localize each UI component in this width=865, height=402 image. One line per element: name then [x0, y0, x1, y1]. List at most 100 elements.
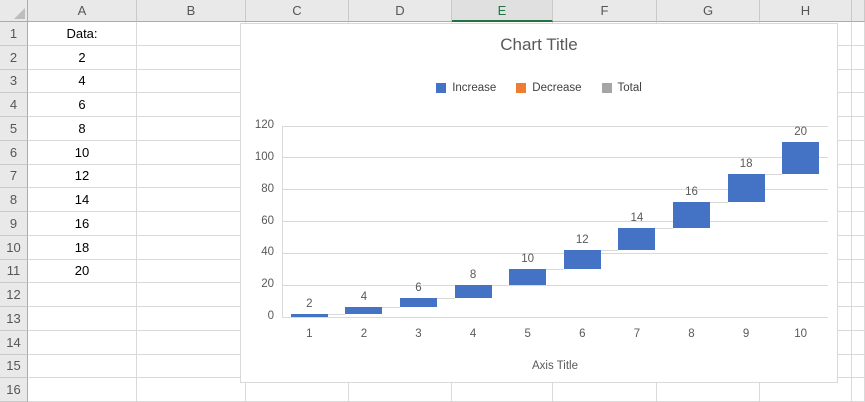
waterfall-connector	[655, 227, 673, 229]
waterfall-bar-2[interactable]	[345, 307, 383, 314]
row-header-8[interactable]: 8	[0, 188, 28, 212]
column-header-B[interactable]: B	[137, 0, 246, 22]
cell-partial16[interactable]	[852, 378, 865, 402]
cell-A14[interactable]	[28, 330, 137, 355]
cell-A10[interactable]: 18	[28, 235, 137, 260]
cell-partial11[interactable]	[852, 259, 865, 284]
cell-partial5[interactable]	[852, 117, 865, 141]
cell-B9[interactable]	[137, 212, 246, 236]
cell-B16[interactable]	[137, 378, 246, 402]
waterfall-bar-3[interactable]	[400, 297, 437, 308]
row-header-3[interactable]: 3	[0, 69, 28, 94]
cell-B7[interactable]	[137, 164, 246, 189]
cell-A7[interactable]: 12	[28, 164, 137, 189]
column-header-A[interactable]: A	[28, 0, 137, 22]
x-tick-label: 3	[415, 328, 422, 340]
cell-A3[interactable]: 4	[28, 69, 137, 94]
legend-item-decrease[interactable]: Decrease	[516, 82, 582, 94]
waterfall-bar-7[interactable]	[618, 227, 656, 251]
chart-title[interactable]: Chart Title	[500, 35, 578, 54]
gridline-y100	[282, 157, 828, 159]
legend-marker-decrease-icon	[516, 83, 527, 93]
cell-B12[interactable]	[137, 283, 246, 307]
cell-A1[interactable]: Data:	[28, 22, 137, 46]
cell-B13[interactable]	[137, 307, 246, 331]
cell-B3[interactable]	[137, 69, 246, 94]
cell-B4[interactable]	[137, 93, 246, 117]
cell-A16[interactable]	[28, 378, 137, 402]
cell-partial15[interactable]	[852, 354, 865, 379]
cell-partial10[interactable]	[852, 235, 865, 260]
legend-item-total[interactable]: Total	[601, 82, 642, 94]
row-header-14[interactable]: 14	[0, 330, 28, 355]
bar-data-label: 18	[739, 157, 753, 170]
row-header-12[interactable]: 12	[0, 283, 28, 307]
waterfall-bar-4[interactable]	[454, 285, 492, 298]
row-header-11[interactable]: 11	[0, 259, 28, 284]
row-header-5[interactable]: 5	[0, 117, 28, 141]
waterfall-bar-5[interactable]	[509, 269, 547, 286]
waterfall-bar-9[interactable]	[727, 173, 765, 203]
column-header-C[interactable]: C	[246, 0, 349, 22]
waterfall-connector	[437, 297, 455, 299]
cell-A13[interactable]	[28, 307, 137, 331]
cell-partial1[interactable]	[852, 22, 865, 46]
row-header-15[interactable]: 15	[0, 354, 28, 379]
y-tick-label: 80	[261, 182, 274, 195]
cell-A5[interactable]: 8	[28, 117, 137, 141]
column-header-D[interactable]: D	[349, 0, 452, 22]
cell-A4[interactable]: 6	[28, 93, 137, 117]
cell-B1[interactable]	[137, 22, 246, 46]
cell-partial8[interactable]	[852, 188, 865, 212]
cell-partial7[interactable]	[852, 164, 865, 189]
cell-partial3[interactable]	[852, 69, 865, 94]
bar-data-label: 2	[306, 297, 313, 310]
select-all-corner[interactable]	[0, 0, 28, 22]
waterfall-chart-object[interactable]: Chart Title Increase Decrease Total 0 20 40 6…	[240, 23, 838, 383]
cell-partial14[interactable]	[852, 330, 865, 355]
cell-B11[interactable]	[137, 259, 246, 284]
cell-partial12[interactable]	[852, 283, 865, 307]
row-header-4[interactable]: 4	[0, 93, 28, 117]
cell-B6[interactable]	[137, 140, 246, 165]
row-header-7[interactable]: 7	[0, 164, 28, 189]
cell-A11[interactable]: 20	[28, 259, 137, 284]
cell-A12[interactable]	[28, 283, 137, 307]
cell-partial13[interactable]	[852, 307, 865, 331]
cell-B15[interactable]	[137, 354, 246, 379]
row-header-10[interactable]: 10	[0, 235, 28, 260]
legend-item-increase[interactable]: Increase	[436, 82, 496, 94]
cell-A8[interactable]: 14	[28, 188, 137, 212]
waterfall-bar-8[interactable]	[673, 202, 710, 228]
row-header-9[interactable]: 9	[0, 212, 28, 236]
row-header-16[interactable]: 16	[0, 378, 28, 402]
row-header-1[interactable]: 1	[0, 22, 28, 46]
cell-partial2[interactable]	[852, 45, 865, 70]
waterfall-bar-6[interactable]	[563, 250, 601, 270]
cell-B10[interactable]	[137, 235, 246, 260]
row-header-6[interactable]: 6	[0, 140, 28, 165]
waterfall-bar-1[interactable]	[290, 313, 328, 317]
waterfall-connector	[382, 307, 400, 309]
row-header-2[interactable]: 2	[0, 45, 28, 70]
x-axis-title[interactable]: Axis Title	[531, 360, 578, 372]
row-header-13[interactable]: 13	[0, 307, 28, 331]
cell-A2[interactable]: 2	[28, 45, 137, 70]
cell-partial4[interactable]	[852, 93, 865, 117]
waterfall-bar-10[interactable]	[782, 141, 820, 174]
cell-B2[interactable]	[137, 45, 246, 70]
cell-partial6[interactable]	[852, 140, 865, 165]
cell-A6[interactable]: 10	[28, 140, 137, 165]
column-header-G[interactable]: G	[657, 0, 760, 22]
column-header-partial[interactable]	[852, 0, 865, 22]
column-header-E[interactable]: E	[452, 0, 553, 22]
cell-B5[interactable]	[137, 117, 246, 141]
column-header-H[interactable]: H	[760, 0, 852, 22]
cell-partial9[interactable]	[852, 212, 865, 236]
cell-B14[interactable]	[137, 330, 246, 355]
column-header-F[interactable]: F	[553, 0, 657, 22]
cell-A9[interactable]: 16	[28, 212, 137, 236]
cell-A15[interactable]	[28, 354, 137, 379]
gridline-y80	[282, 189, 828, 191]
cell-B8[interactable]	[137, 188, 246, 212]
